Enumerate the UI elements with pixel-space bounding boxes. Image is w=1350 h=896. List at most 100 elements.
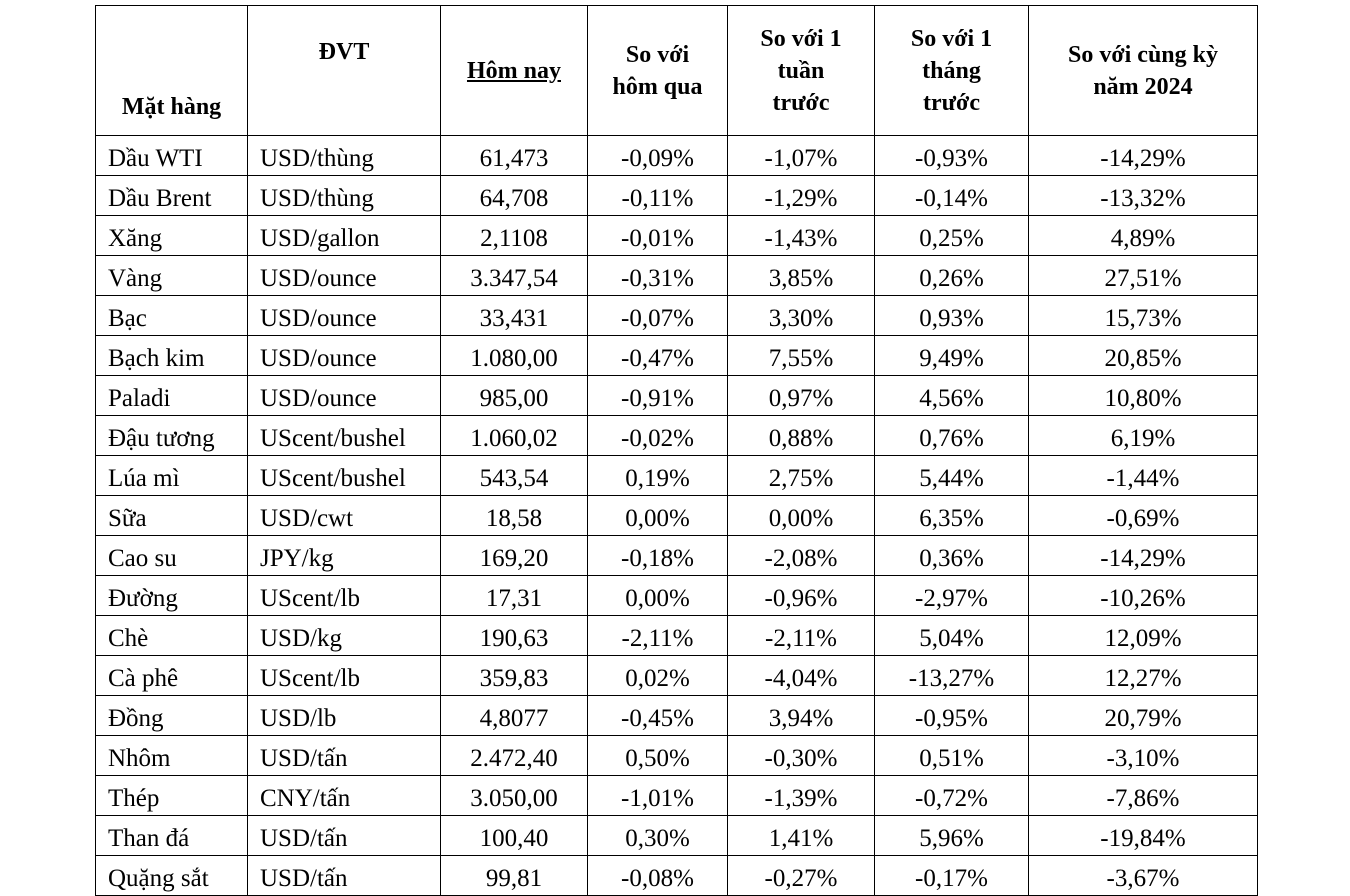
- table-row: Lúa mì UScent/bushel 543,54 0,19% 2,75% 5,44%…: [95, 455, 1258, 496]
- table-cell: 0,36%: [874, 535, 1029, 576]
- table-cell: 5,96%: [874, 815, 1029, 856]
- table-cell: -0,95%: [874, 695, 1029, 736]
- table-cell: -1,29%: [727, 175, 875, 216]
- table-cell: 6,19%: [1028, 415, 1258, 456]
- table-cell: 33,431: [440, 295, 588, 336]
- table-cell: Đồng: [95, 695, 248, 736]
- table-row: Đường UScent/lb 17,31 0,00% -0,96% -2,97% -10,…: [95, 575, 1258, 616]
- table-row: Cao su JPY/kg 169,20 -0,18% -2,08% 0,36% -14,2…: [95, 535, 1258, 576]
- header-text: trước: [772, 89, 830, 116]
- header-text: tuần: [777, 57, 825, 84]
- header-cell: So với cùng kỳ năm 2024: [1028, 5, 1258, 136]
- header-text: năm 2024: [1093, 73, 1193, 100]
- table-cell: Vàng: [95, 255, 248, 296]
- table-cell: -0,01%: [587, 215, 728, 256]
- table-cell: -0,45%: [587, 695, 728, 736]
- header-text: hôm qua: [612, 73, 703, 100]
- table-cell: -0,47%: [587, 335, 728, 376]
- table-cell: 0,50%: [587, 735, 728, 776]
- table-cell: 0,25%: [874, 215, 1029, 256]
- table-cell: 169,20: [440, 535, 588, 576]
- table-cell: -10,26%: [1028, 575, 1258, 616]
- table-cell: 1.060,02: [440, 415, 588, 456]
- table-cell: 3.050,00: [440, 775, 588, 816]
- table-cell: 4,56%: [874, 375, 1029, 416]
- table-cell: 0,02%: [587, 655, 728, 696]
- table-cell: USD/ounce: [247, 335, 441, 376]
- table-cell: -1,39%: [727, 775, 875, 816]
- table-cell: Xăng: [95, 215, 248, 256]
- table-cell: 6,35%: [874, 495, 1029, 536]
- header-cell: So với 1 tuần trước: [727, 5, 875, 136]
- table-cell: 64,708: [440, 175, 588, 216]
- table-row: Than đá USD/tấn 100,40 0,30% 1,41% 5,96% -19,8…: [95, 815, 1258, 856]
- table-cell: 3.347,54: [440, 255, 588, 296]
- header-cell: So với hôm qua: [587, 5, 728, 136]
- table-cell: UScent/bushel: [247, 455, 441, 496]
- table-row: Nhôm USD/tấn 2.472,40 0,50% -0,30% 0,51% -3,10…: [95, 735, 1258, 776]
- table-cell: UScent/lb: [247, 575, 441, 616]
- table-cell: -0,09%: [587, 135, 728, 176]
- table-cell: 0,93%: [874, 295, 1029, 336]
- table-cell: 0,00%: [587, 575, 728, 616]
- table-cell: -0,91%: [587, 375, 728, 416]
- table-cell: 20,79%: [1028, 695, 1258, 736]
- table-cell: -2,11%: [587, 615, 728, 656]
- table-cell: USD/tấn: [247, 815, 441, 856]
- table-cell: -0,96%: [727, 575, 875, 616]
- table-cell: -13,27%: [874, 655, 1029, 696]
- table-row: Đậu tương UScent/bushel 1.060,02 -0,02% 0,88…: [95, 415, 1258, 456]
- table-cell: 0,30%: [587, 815, 728, 856]
- table-cell: -1,43%: [727, 215, 875, 256]
- table-cell: 0,51%: [874, 735, 1029, 776]
- table-cell: -0,17%: [874, 855, 1029, 896]
- table-cell: -0,18%: [587, 535, 728, 576]
- table-cell: 3,94%: [727, 695, 875, 736]
- table-cell: -1,07%: [727, 135, 875, 176]
- table-cell: 0,00%: [587, 495, 728, 536]
- table-cell: -14,29%: [1028, 135, 1258, 176]
- table-cell: 4,89%: [1028, 215, 1258, 256]
- table-cell: 0,00%: [727, 495, 875, 536]
- table-cell: -1,01%: [587, 775, 728, 816]
- table-cell: 61,473: [440, 135, 588, 176]
- table-cell: Quặng sắt: [95, 855, 248, 896]
- table-row: Quặng sắt USD/tấn 99,81 -0,08% -0,27% -0,17% -…: [95, 855, 1258, 896]
- header-cell: Mặt hàng: [95, 5, 248, 136]
- header-cell: ĐVT: [247, 5, 441, 136]
- table-cell: Thép: [95, 775, 248, 816]
- table-cell: Paladi: [95, 375, 248, 416]
- table-cell: -0,69%: [1028, 495, 1258, 536]
- table-row: Thép CNY/tấn 3.050,00 -1,01% -1,39% -0,72% -7,…: [95, 775, 1258, 816]
- commodity-table: Mặt hàng ĐVT Hôm nay So với hôm qua So với 1 t…: [95, 5, 1258, 896]
- table-cell: Dầu WTI: [95, 135, 248, 176]
- table-cell: -7,86%: [1028, 775, 1258, 816]
- table-cell: Bạc: [95, 295, 248, 336]
- table-cell: 0,26%: [874, 255, 1029, 296]
- table-cell: USD/thùng: [247, 135, 441, 176]
- table-cell: Lúa mì: [95, 455, 248, 496]
- table-cell: USD/ounce: [247, 375, 441, 416]
- table-row: Đồng USD/lb 4,8077 -0,45% 3,94% -0,95% 20,79%: [95, 695, 1258, 736]
- table-cell: 190,63: [440, 615, 588, 656]
- table-cell: 12,27%: [1028, 655, 1258, 696]
- header-cell: So với 1 tháng trước: [874, 5, 1029, 136]
- table-cell: Đường: [95, 575, 248, 616]
- table-cell: USD/kg: [247, 615, 441, 656]
- table-cell: 27,51%: [1028, 255, 1258, 296]
- table-body: Dầu WTI USD/thùng 61,473 -0,09% -1,07% -0,93%…: [95, 135, 1258, 896]
- table-cell: 0,88%: [727, 415, 875, 456]
- table-cell: USD/gallon: [247, 215, 441, 256]
- header-text: ĐVT: [318, 39, 370, 65]
- table-row: Paladi USD/ounce 985,00 -0,91% 0,97% 4,56% 10,…: [95, 375, 1258, 416]
- table-cell: 2,75%: [727, 455, 875, 496]
- header-text: So với 1: [910, 25, 993, 52]
- table-cell: Chè: [95, 615, 248, 656]
- table-cell: -0,07%: [587, 295, 728, 336]
- table-cell: 10,80%: [1028, 375, 1258, 416]
- page: {"table": { "header": [["Mặt hàng"], ["Đ…: [95, 5, 1258, 896]
- table-cell: 0,76%: [874, 415, 1029, 456]
- table-cell: Than đá: [95, 815, 248, 856]
- table-cell: -0,27%: [727, 855, 875, 896]
- header-text: So với: [625, 41, 690, 68]
